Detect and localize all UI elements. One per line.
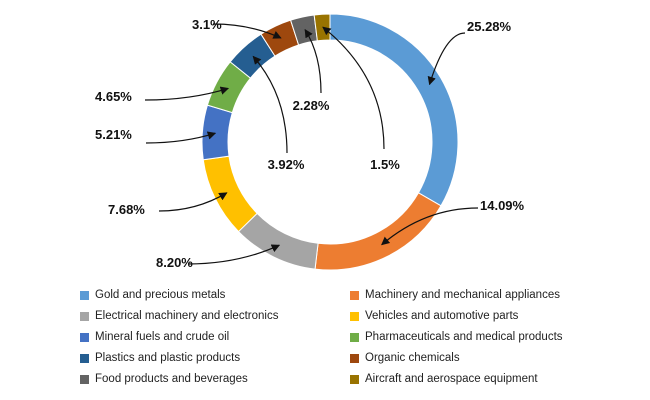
- legend-label: Organic chemicals: [365, 352, 460, 364]
- donut-slices: [201, 13, 459, 271]
- legend-item-6: Pharmaceuticals and medical products: [350, 329, 612, 345]
- legend-item-1: Gold and precious metals: [80, 287, 342, 303]
- donut-slice-2: [314, 192, 442, 271]
- legend-swatch: [80, 311, 89, 321]
- donut-slice-1: [329, 13, 459, 207]
- data-label-10: 1.5%: [370, 157, 400, 172]
- callout-arrow-2: [381, 207, 479, 246]
- legend-label: Mineral fuels and crude oil: [95, 331, 230, 343]
- donut-callouts: 25.28% 14.09% 8.20% 7.68% 5.21% 4.65% 3.92% 3.1…: [95, 17, 525, 270]
- callout-arrow-6: [144, 86, 230, 101]
- legend-item-2: Machinery and mechanical appliances: [350, 287, 612, 303]
- legend-label: Aircraft and aerospace equipment: [365, 373, 538, 385]
- callout-arrow-1: [427, 32, 466, 86]
- callout-arrow-9: [304, 28, 322, 94]
- legend-swatch: [80, 290, 89, 300]
- data-label-9: 2.28%: [293, 98, 330, 113]
- legend-item-5: Mineral fuels and crude oil: [80, 329, 342, 345]
- chart-legend: Gold and precious metals Machinery and me…: [80, 287, 620, 387]
- legend-item-8: Organic chemicals: [350, 350, 612, 366]
- legend-item-9: Food products and beverages: [80, 371, 342, 387]
- legend-item-4: Vehicles and automotive parts: [350, 308, 612, 324]
- callout-arrow-3: [187, 244, 281, 265]
- donut-slice-5: [201, 104, 233, 161]
- donut-slice-4: [202, 155, 258, 233]
- legend-swatch: [350, 290, 359, 300]
- legend-label: Gold and precious metals: [95, 289, 226, 301]
- legend-label: Food products and beverages: [95, 373, 248, 385]
- donut-chart: 25.28% 14.09% 8.20% 7.68% 5.21% 4.65% 3.92% 3.1…: [95, 13, 525, 271]
- data-label-7: 3.92%: [268, 157, 305, 172]
- legend-swatch: [350, 353, 359, 363]
- legend-item-3: Electrical machinery and electronics: [80, 308, 342, 324]
- legend-label: Plastics and plastic products: [95, 352, 241, 364]
- data-label-3: 8.20%: [156, 255, 193, 270]
- legend-label: Machinery and mechanical appliances: [365, 289, 560, 301]
- legend-label: Vehicles and automotive parts: [365, 310, 519, 322]
- legend-swatch: [80, 374, 89, 384]
- callout-arrow-7: [252, 55, 288, 154]
- callout-arrow-5: [145, 131, 217, 144]
- donut-slice-3: [237, 212, 319, 270]
- data-label-6: 4.65%: [95, 89, 132, 104]
- data-label-5: 5.21%: [95, 127, 132, 142]
- data-label-8: 3.1%: [192, 17, 222, 32]
- legend-swatch: [80, 353, 89, 363]
- legend-swatch: [350, 311, 359, 321]
- donut-slice-10: [313, 13, 331, 42]
- callout-arrow-4: [158, 192, 228, 212]
- legend-swatch: [350, 374, 359, 384]
- legend-swatch: [80, 332, 89, 342]
- data-label-2: 14.09%: [480, 198, 525, 213]
- callout-arrow-8: [212, 23, 282, 39]
- legend-item-7: Plastics and plastic products: [80, 350, 342, 366]
- data-label-4: 7.68%: [108, 202, 145, 217]
- data-label-1: 25.28%: [467, 19, 512, 34]
- legend-label: Pharmaceuticals and medical products: [365, 331, 563, 343]
- callout-arrow-10: [322, 26, 385, 150]
- legend-swatch: [350, 332, 359, 342]
- legend-item-10: Aircraft and aerospace equipment: [350, 371, 612, 387]
- legend-label: Electrical machinery and electronics: [95, 310, 279, 322]
